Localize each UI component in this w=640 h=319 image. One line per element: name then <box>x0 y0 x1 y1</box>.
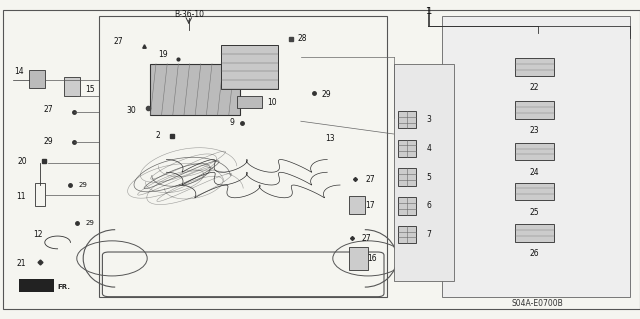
Bar <box>19 279 54 292</box>
FancyBboxPatch shape <box>506 105 516 115</box>
Bar <box>221 45 278 89</box>
Text: 27: 27 <box>365 175 375 184</box>
Text: 12: 12 <box>34 230 43 239</box>
Bar <box>394 64 454 281</box>
Bar <box>349 247 368 270</box>
Text: B-36-10: B-36-10 <box>174 10 204 19</box>
Bar <box>398 197 416 215</box>
Text: 3: 3 <box>426 115 431 124</box>
Bar <box>398 168 416 186</box>
Text: 15: 15 <box>84 85 95 94</box>
Text: 16: 16 <box>367 254 378 263</box>
Bar <box>398 226 416 243</box>
Text: 4: 4 <box>426 144 431 153</box>
FancyBboxPatch shape <box>102 252 384 297</box>
Text: 17: 17 <box>365 201 375 210</box>
Text: 26: 26 <box>529 249 540 258</box>
Bar <box>398 139 416 157</box>
Text: 22: 22 <box>530 83 539 92</box>
Text: 25: 25 <box>529 208 540 217</box>
Text: 27: 27 <box>362 234 372 243</box>
Bar <box>35 183 45 206</box>
Text: 1: 1 <box>425 7 430 16</box>
Text: 29: 29 <box>79 182 88 188</box>
Text: S04A-E0700B: S04A-E0700B <box>512 299 563 308</box>
Text: 6: 6 <box>426 201 431 210</box>
Text: 7: 7 <box>426 230 431 239</box>
Text: 10: 10 <box>267 98 277 107</box>
FancyBboxPatch shape <box>506 186 516 197</box>
Text: 20: 20 <box>17 157 28 166</box>
Bar <box>64 77 80 96</box>
Bar <box>398 111 416 128</box>
Text: 29: 29 <box>85 220 94 226</box>
Bar <box>515 58 554 76</box>
Text: 13: 13 <box>324 134 335 143</box>
Bar <box>515 224 554 242</box>
Text: 5: 5 <box>426 173 431 182</box>
Bar <box>515 182 554 200</box>
Bar <box>237 96 262 108</box>
Text: 2: 2 <box>156 131 161 140</box>
Text: 23: 23 <box>529 126 540 135</box>
Bar <box>99 16 387 297</box>
Bar <box>349 196 365 214</box>
Text: 1: 1 <box>426 7 431 16</box>
Bar <box>150 64 240 115</box>
Bar <box>515 101 554 119</box>
Text: 11: 11 <box>17 192 26 201</box>
Bar <box>515 143 554 160</box>
Text: FR.: FR. <box>58 284 70 290</box>
Text: 27: 27 <box>43 105 53 114</box>
Text: 19: 19 <box>158 50 168 59</box>
Text: 24: 24 <box>529 168 540 177</box>
Text: 9: 9 <box>230 118 235 127</box>
Bar <box>29 70 45 88</box>
FancyBboxPatch shape <box>506 146 516 157</box>
Text: 29: 29 <box>43 137 53 146</box>
Text: 29: 29 <box>321 90 332 99</box>
Text: 21: 21 <box>17 259 26 268</box>
Text: 14: 14 <box>14 67 24 76</box>
Bar <box>442 16 630 297</box>
Text: 28: 28 <box>298 34 307 43</box>
FancyBboxPatch shape <box>506 62 516 72</box>
Text: 30: 30 <box>126 106 136 115</box>
Text: 27: 27 <box>113 37 124 46</box>
FancyBboxPatch shape <box>506 228 516 238</box>
